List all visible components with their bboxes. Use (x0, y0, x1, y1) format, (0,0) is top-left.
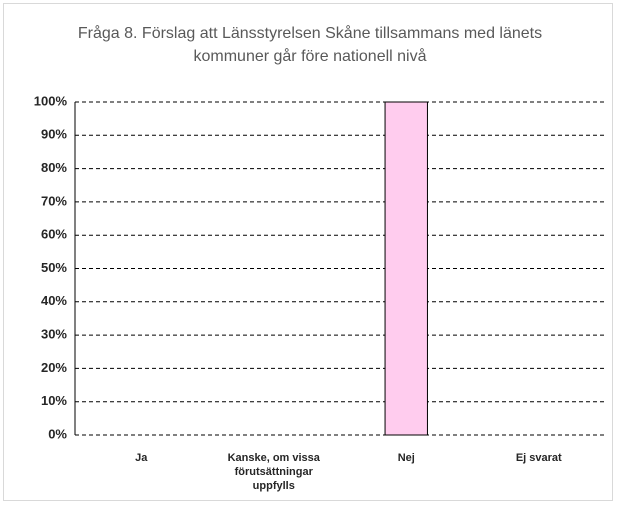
x-tick-label: Kanske, om vissa förutsättningar uppfyll… (227, 452, 320, 492)
y-tick-label: 40% (41, 293, 67, 308)
y-tick-label: 100% (34, 93, 68, 108)
y-tick-label: 20% (41, 360, 67, 375)
y-tick-label: 80% (41, 160, 67, 175)
y-tick-label: 90% (41, 127, 67, 142)
x-tick-label: Ja (135, 452, 148, 464)
chart-frame (3, 3, 613, 501)
x-tick-label: Ej svarat (515, 452, 562, 464)
y-tick-label: 30% (41, 327, 67, 342)
y-tick-label: 50% (41, 260, 67, 275)
y-tick-label: 10% (41, 393, 67, 408)
y-tick-label: 60% (41, 227, 67, 242)
x-tick-label: Nej (397, 452, 415, 464)
y-tick-label: 70% (41, 193, 67, 208)
chart-title: Fråga 8. Förslag att Länsstyrelsen Skåne… (77, 25, 543, 65)
y-tick-label: 0% (48, 426, 67, 441)
bar (384, 101, 428, 436)
